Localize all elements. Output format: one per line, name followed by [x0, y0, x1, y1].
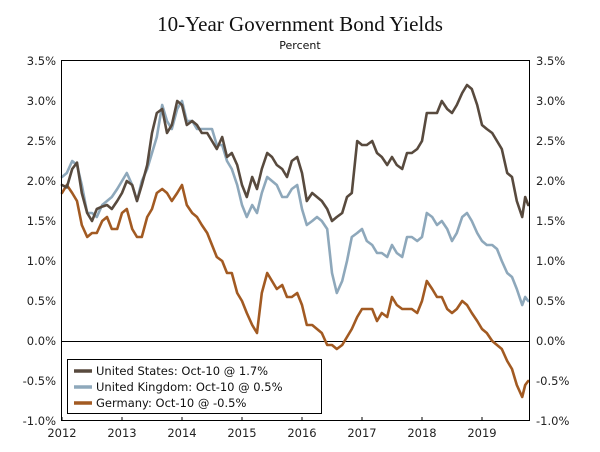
- y-tick-label-right: 3.0%: [536, 94, 565, 108]
- y-tick-label-right: 1.0%: [536, 254, 565, 268]
- x-tick-label: 2013: [107, 426, 136, 440]
- y-tick-label-left: 0.5%: [27, 294, 56, 308]
- legend-label-us: United States: Oct-10 @ 1.7%: [96, 364, 268, 378]
- legend-label-uk: United Kingdom: Oct-10 @ 0.5%: [96, 380, 283, 394]
- y-tick-label-left: 2.0%: [27, 174, 56, 188]
- y-tick-label-right: 1.5%: [536, 214, 565, 228]
- x-tick-label: 2018: [407, 426, 436, 440]
- y-tick-label-left: 2.5%: [27, 134, 56, 148]
- legend: United States: Oct-10 @ 1.7% United King…: [67, 359, 322, 414]
- y-tick-label-left: -1.0%: [23, 414, 56, 428]
- y-tick-label-right: 2.0%: [536, 174, 565, 188]
- y-tick-label-left: 3.5%: [27, 54, 56, 68]
- x-tick-label: 2016: [287, 426, 316, 440]
- chart-title: 10-Year Government Bond Yields: [157, 12, 443, 36]
- x-tick-label: 2019: [467, 426, 496, 440]
- y-tick-label-right: 3.5%: [536, 54, 565, 68]
- y-tick-label-left: 0.0%: [27, 334, 56, 348]
- y-tick-label-left: 3.0%: [27, 94, 56, 108]
- series-line-germany: [60, 183, 530, 399]
- legend-label-germany: Germany: Oct-10 @ -0.5%: [96, 396, 246, 410]
- y-tick-label-right: 0.5%: [536, 294, 565, 308]
- legend-box: [67, 359, 322, 414]
- series-line-uk: [60, 99, 530, 307]
- chart-subtitle: Percent: [279, 39, 321, 52]
- x-tick-label: 2015: [227, 426, 256, 440]
- y-axis-right: -1.0% -0.5% 0.0% 0.5% 1.0% 1.5% 2.0% 2.5% 3.0% 3.…: [536, 54, 569, 428]
- y-tick-label-left: -0.5%: [23, 374, 56, 388]
- series-lines: [60, 83, 530, 399]
- x-tick-label: 2012: [47, 426, 76, 440]
- plot-frame: [61, 60, 530, 421]
- y-tick-label-right: 0.0%: [536, 334, 565, 348]
- series-line-us: [60, 83, 530, 223]
- y-tick-label-right: 2.5%: [536, 134, 565, 148]
- x-tick-label: 2017: [347, 426, 376, 440]
- x-axis: 2012 2013 2014 2015 2016 2017 2018 2019: [47, 417, 497, 440]
- y-tick-label-right: -1.0%: [536, 414, 569, 428]
- y-tick-label-left: 1.0%: [27, 254, 56, 268]
- x-tick-label: 2014: [167, 426, 196, 440]
- y-axis-left: -1.0% -0.5% 0.0% 0.5% 1.0% 1.5% 2.0% 2.5% 3.0% 3.…: [23, 54, 56, 428]
- y-tick-label-left: 1.5%: [27, 214, 56, 228]
- y-tick-label-right: -0.5%: [536, 374, 569, 388]
